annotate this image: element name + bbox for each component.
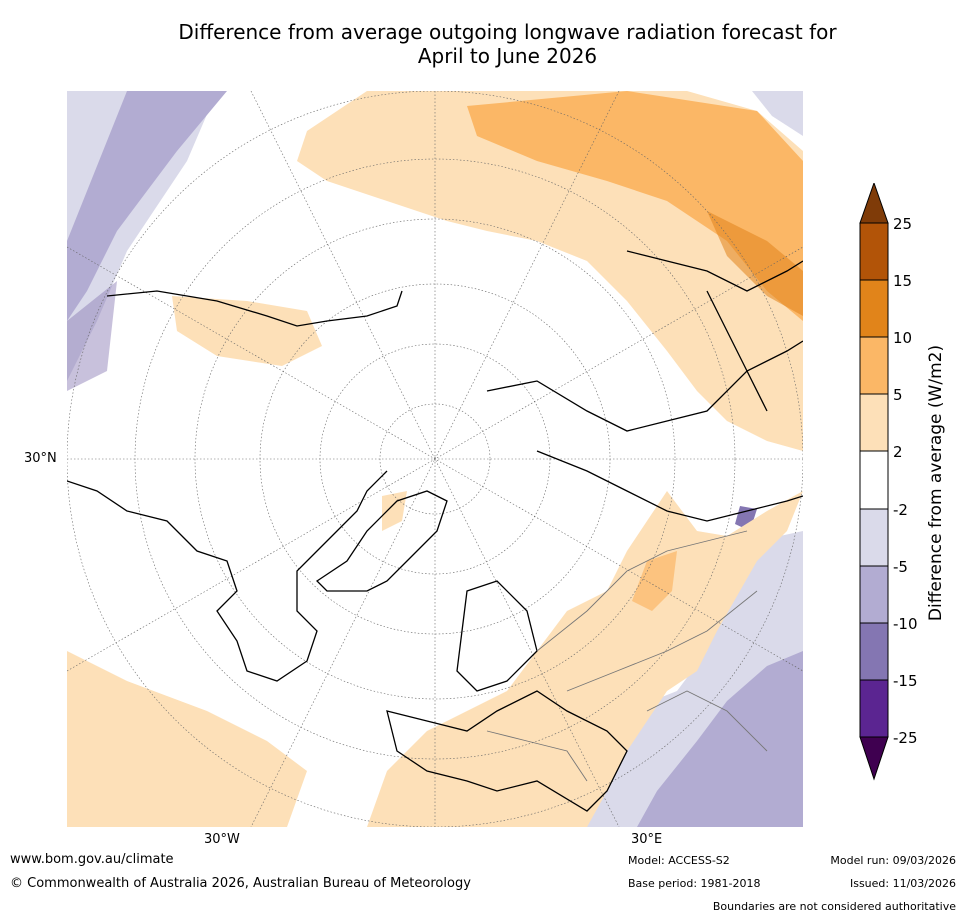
- footer-model: Model: ACCESS-S2: [628, 854, 730, 867]
- footer-issued: Issued: 11/03/2026: [849, 877, 956, 890]
- coast-greenland: [315, 490, 448, 592]
- colorbar-tick-label: -15: [893, 672, 918, 690]
- footer-copyright: © Commonwealth of Australia 2026, Austra…: [10, 876, 471, 891]
- anomaly-neg2-northeast: [752, 91, 803, 136]
- latitude-circle-50n: [194, 218, 676, 700]
- meridian-30e: [250, 91, 620, 827]
- colorbar-tick-label: 5: [893, 386, 903, 404]
- anomaly-pos5-north-pacific: [467, 91, 803, 321]
- anomaly-pos5-siberia: [632, 551, 677, 611]
- colorbar-band-5-10: [859, 336, 889, 395]
- graticule: [67, 91, 803, 827]
- colorbar-band-10-15: [859, 279, 889, 338]
- colorbar-tick-label: 25: [893, 215, 913, 233]
- colorbar-tick-label: -25: [893, 729, 918, 747]
- coast-europe: [386, 690, 628, 812]
- footer-model-run: Model run: 09/03/2026: [830, 854, 956, 867]
- longitude-label-30e: 30°E: [631, 832, 663, 847]
- polar-map-canvas: [67, 91, 803, 827]
- footer-disclaimer: Boundaries are not considered authoritat…: [712, 900, 956, 913]
- anomaly-pos10-north-pacific: [707, 211, 803, 316]
- meridian-30w: [250, 91, 620, 827]
- meridian-60e: [67, 246, 803, 672]
- positive-anomaly-regions: [67, 91, 803, 827]
- longitude-label-30w: 30°W: [204, 832, 240, 847]
- anomaly-pos2-atlantic: [67, 651, 307, 827]
- colorbar-band-15-25: [859, 222, 889, 281]
- anomaly-pos2-greenland: [382, 491, 407, 531]
- anomaly-neg5-southeast: [637, 651, 803, 827]
- chart-title-line-1: Difference from average outgoing longwav…: [178, 20, 837, 44]
- colorbar-arrow-top: [859, 181, 889, 224]
- coast-russia-north: [536, 450, 803, 522]
- colorbar-tick-label: 10: [893, 329, 913, 347]
- colorbar-tick-label: -5: [893, 558, 908, 576]
- coast-alaska: [106, 290, 403, 327]
- coast-north-america: [67, 470, 388, 682]
- chart-title: Difference from average outgoing longwav…: [60, 20, 955, 68]
- colorbar-band-neg5-neg2: [859, 508, 889, 567]
- anomaly-pos2-eurasia: [367, 491, 803, 827]
- colorbar-tick-label: -10: [893, 615, 918, 633]
- border-europe: [486, 730, 588, 782]
- footer-base-period: Base period: 1981-2018: [628, 877, 761, 890]
- country-borders: [486, 530, 768, 782]
- coastlines: [67, 250, 803, 812]
- colorbar-tick-label: -2: [893, 501, 908, 519]
- colorbar-title-text: Difference from average (W/m2): [926, 344, 946, 622]
- colorbar-band-2-5: [859, 393, 889, 452]
- latitude-label-30n: 30°N: [24, 451, 57, 466]
- colorbar-band-neg25-neg15: [859, 679, 889, 738]
- colorbar-tick-label: 15: [893, 272, 913, 290]
- anomaly-pos2-north-america: [172, 296, 322, 366]
- colorbar-tick-label: 2: [893, 443, 903, 461]
- polar-map[interactable]: [67, 91, 803, 827]
- anomaly-neg10-west: [67, 281, 117, 391]
- colorbar-band-neg15-neg10: [859, 622, 889, 681]
- border-asia: [646, 690, 768, 752]
- border-eurasia-2: [566, 590, 758, 692]
- anomaly-neg5-northwest: [67, 91, 227, 321]
- colorbar-arrow-bottom: [859, 736, 889, 781]
- coast-bering: [626, 250, 803, 292]
- border-eurasia-1: [536, 530, 748, 652]
- colorbar: [858, 181, 890, 783]
- colorbar-band-neg2-2: [859, 450, 889, 510]
- colorbar-scale: [859, 181, 889, 781]
- coast-scandinavia: [456, 580, 538, 692]
- coast-kamchatka: [706, 290, 768, 412]
- footer-url[interactable]: www.bom.gov.au/climate: [10, 852, 174, 867]
- coast-siberia: [486, 340, 803, 432]
- colorbar-band-neg10-neg5: [859, 565, 889, 624]
- chart-title-line-2: April to June 2026: [417, 44, 598, 68]
